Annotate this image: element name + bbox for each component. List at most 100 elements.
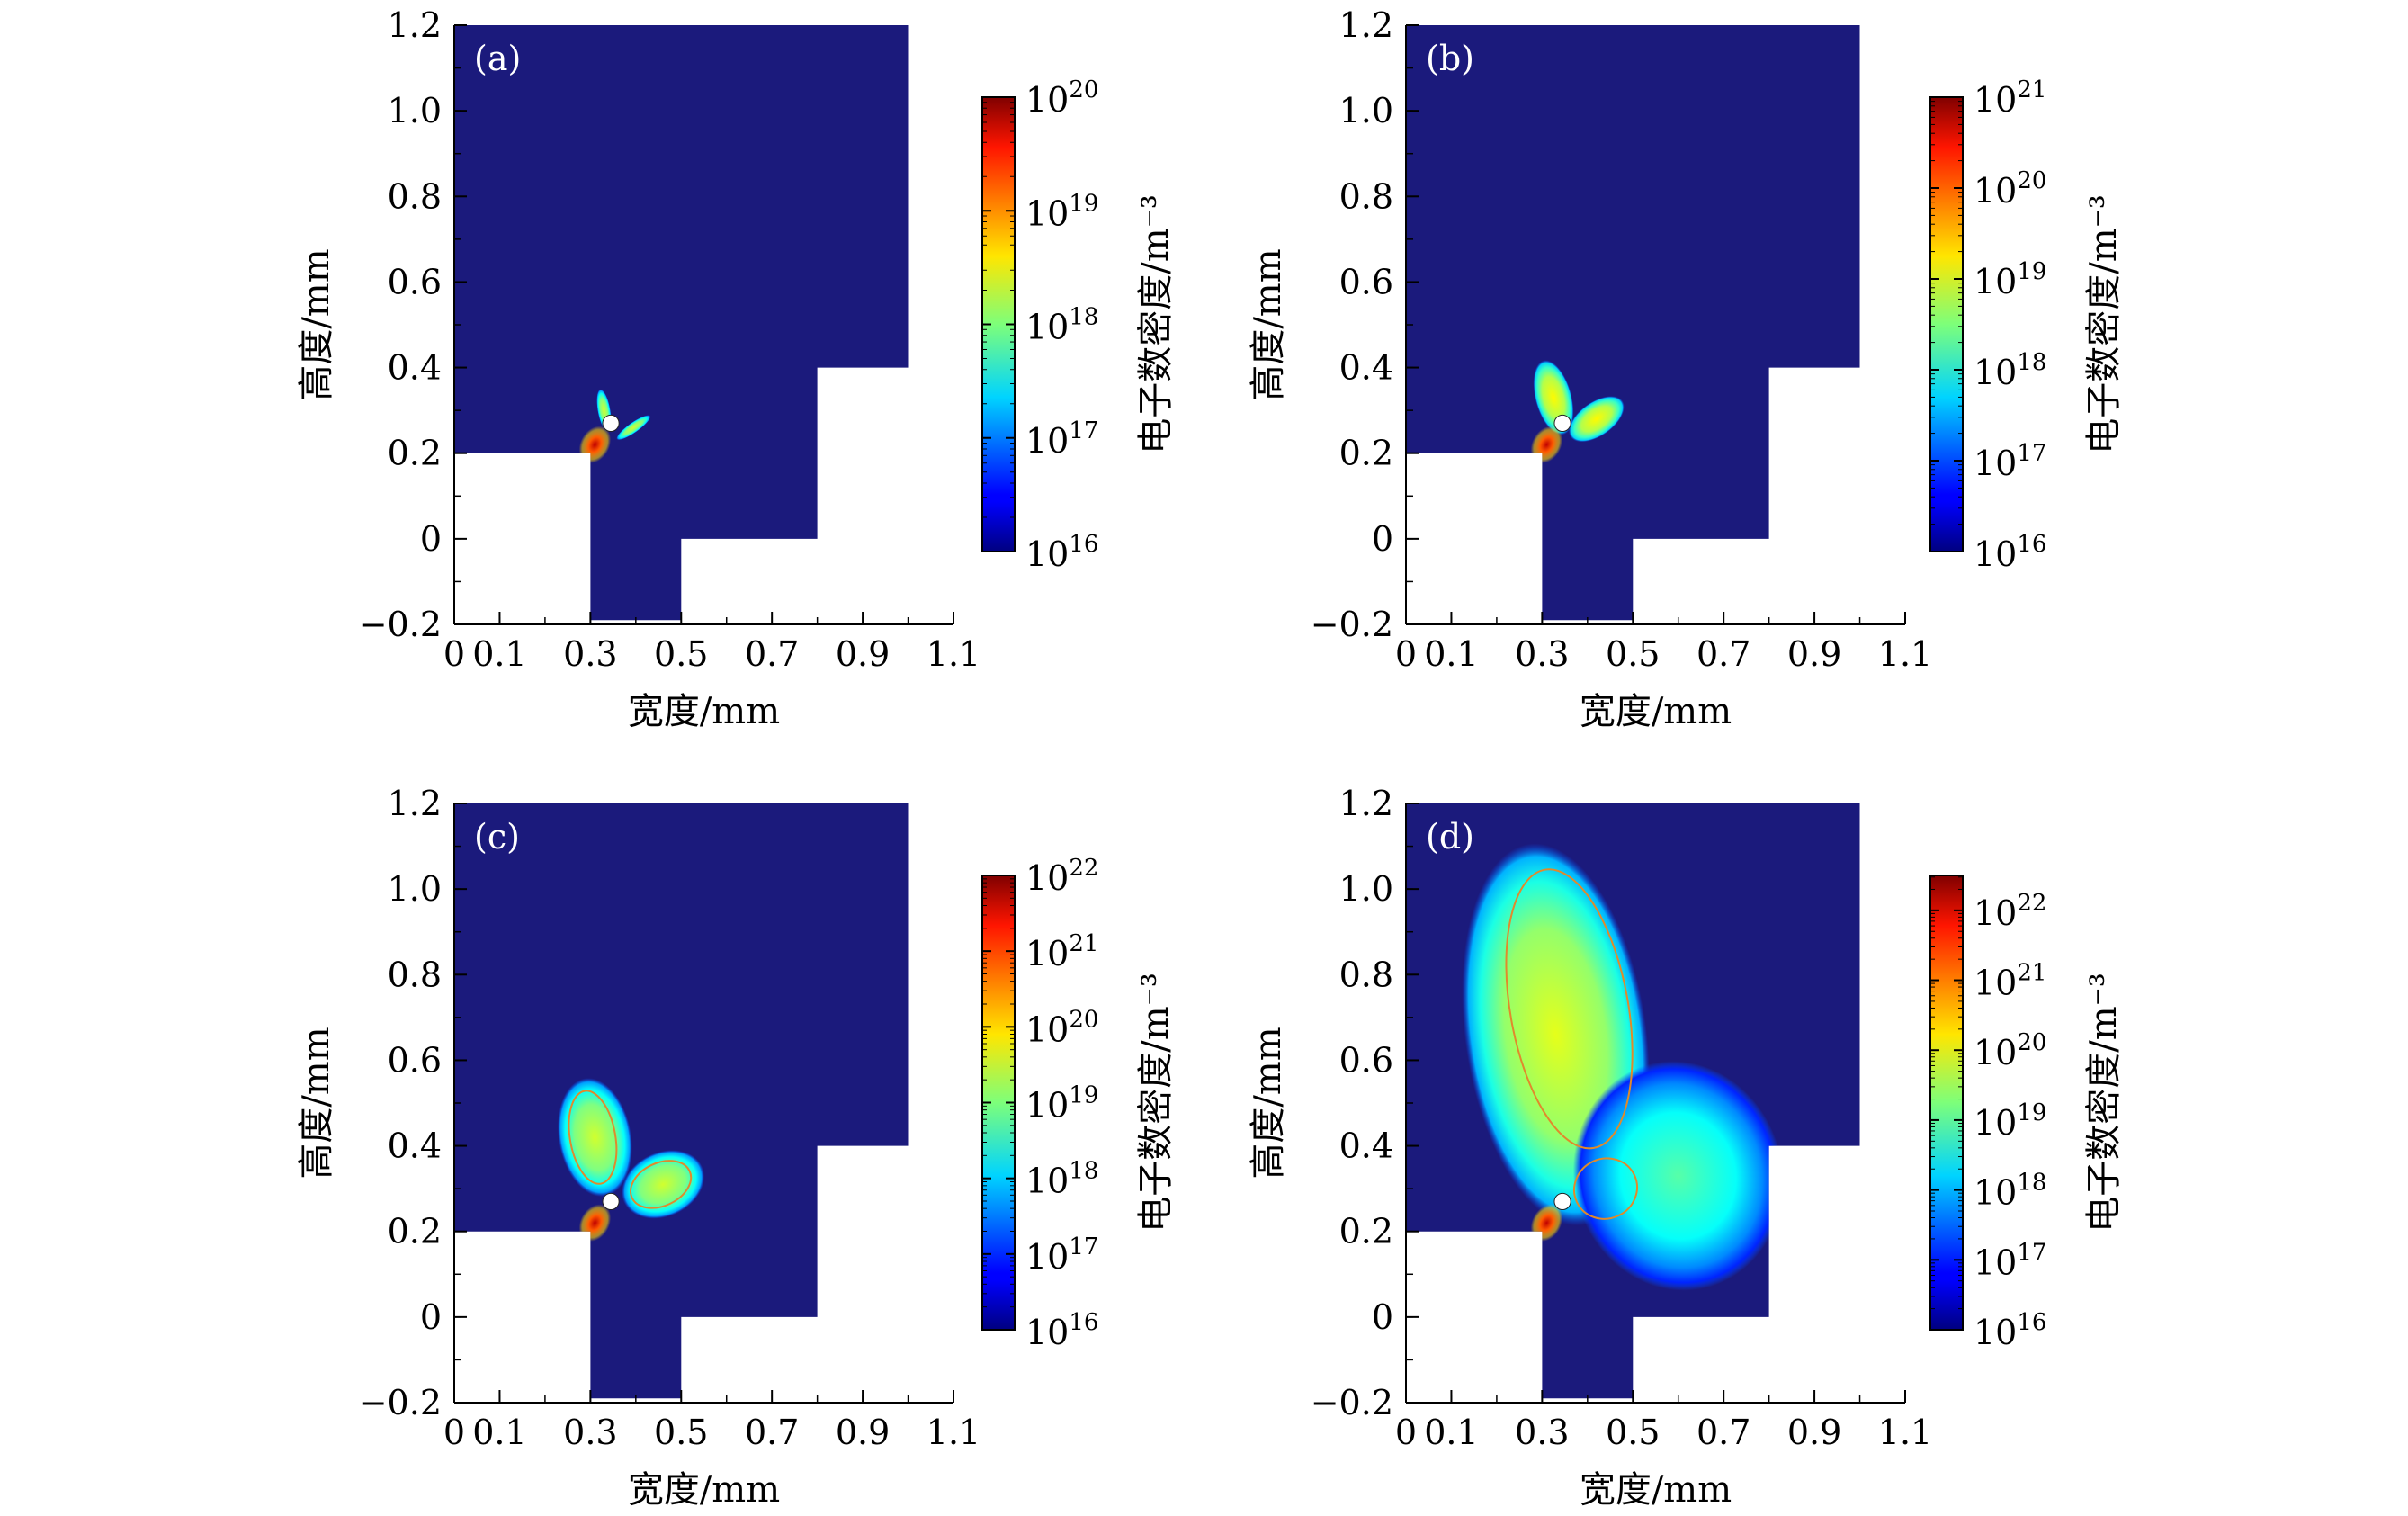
x-tick-label: 0.1 [472, 634, 526, 674]
y-tick-label: 0.6 [388, 1040, 442, 1080]
y-tick-label: 0.6 [1339, 1040, 1393, 1080]
panel-label: (c) [474, 817, 520, 857]
y-tick-label: 0.8 [388, 955, 442, 994]
colorbar-tick-label: 1021 [1974, 960, 2046, 1003]
axis-ticks: 0 0.1 0.3 0.5 0.7 0.9 1.1−0.200.20.40.60.81.01… [359, 5, 981, 674]
discharge-plume [616, 415, 651, 441]
axis-ticks: 0 0.1 0.3 0.5 0.7 0.9 1.1−0.200.20.40.60.81.01… [1311, 5, 1933, 674]
y-tick-label: 0 [420, 519, 442, 559]
y-tick-label: 0.4 [1339, 1126, 1393, 1166]
x-axis-label: 宽度/mm [1580, 1469, 1732, 1511]
y-tick-label: −0.2 [1311, 1383, 1393, 1422]
y-tick-label: −0.2 [1311, 605, 1393, 644]
x-tick-label: 0.3 [1515, 1413, 1569, 1452]
x-tick-label: 0 [443, 1413, 465, 1452]
density-contour [568, 1090, 618, 1185]
colorbar-tick-label: 1016 [1974, 1309, 2046, 1352]
simulation-domain [454, 803, 909, 1399]
panel-label: (a) [474, 39, 521, 78]
x-tick-label: 0.5 [1606, 634, 1660, 674]
y-tick-label: 0.2 [388, 1212, 442, 1251]
colorbar-tick-label: 1019 [1025, 190, 1098, 233]
x-tick-label: 0.5 [654, 1413, 708, 1452]
colorbar-tick-label: 1019 [1025, 1082, 1098, 1126]
x-tick-label: 0.3 [1515, 634, 1569, 674]
y-tick-label: −0.2 [359, 605, 442, 644]
y-axis-label: 高度/mm [296, 1027, 337, 1179]
y-tick-label: 0 [1372, 519, 1393, 559]
y-tick-label: 0.8 [388, 176, 442, 216]
x-tick-label: 0.1 [1424, 634, 1478, 674]
colorbar-tick-label: 1020 [1025, 76, 1098, 120]
y-tick-label: 0.4 [1339, 348, 1393, 388]
colorbar-gradient [1929, 875, 1964, 1331]
colorbar-gradient [1929, 96, 1964, 552]
colorbar-tick-label: 1018 [1974, 349, 2046, 392]
y-tick-label: 1.2 [388, 5, 442, 45]
density-contour [1505, 868, 1634, 1150]
panel-a: (a) 0 0.1 0.3 0.5 0.7 0.9 1.1−0.200.20.40.60.8… [296, 5, 1177, 732]
colorbar-tick-label: 1021 [1974, 76, 2046, 120]
x-tick-label: 0 [1395, 634, 1417, 674]
y-tick-label: 1.2 [388, 784, 442, 823]
y-tick-label: 0.8 [1339, 955, 1393, 994]
panel-label: (d) [1426, 817, 1474, 857]
y-tick-label: −0.2 [359, 1383, 442, 1422]
colorbar-tick-label: 1020 [1974, 1029, 2046, 1072]
x-tick-label: 0.1 [1424, 1413, 1478, 1452]
x-axis-label: 宽度/mm [1580, 691, 1732, 732]
x-tick-label: 0.9 [1787, 1413, 1841, 1452]
x-tick-label: 0.9 [1787, 634, 1841, 674]
x-tick-label: 0.9 [836, 1413, 890, 1452]
colorbar-tick-label: 1022 [1025, 855, 1098, 898]
y-tick-label: 0.2 [1339, 1212, 1393, 1251]
x-axis-label: 宽度/mm [628, 691, 780, 732]
y-tick-label: 0 [1372, 1297, 1393, 1337]
x-tick-label: 1.1 [1878, 1413, 1932, 1452]
colorbar-tick-label: 1018 [1974, 1170, 2046, 1213]
colorbar-tick-label: 1018 [1025, 1158, 1098, 1201]
colorbar-tick-label: 1019 [1974, 258, 2046, 301]
x-tick-label: 0 [443, 634, 465, 674]
colorbar-tick-label: 1017 [1974, 1239, 2046, 1282]
x-tick-label: 1.1 [926, 634, 980, 674]
colorbar-tick-label: 1017 [1025, 1233, 1098, 1277]
colorbar-tick-label: 1018 [1025, 304, 1098, 347]
y-tick-label: 1.0 [388, 91, 442, 130]
y-tick-label: 0.8 [1339, 176, 1393, 216]
simulation-domain [454, 25, 909, 621]
colorbar-tick-label: 1016 [1025, 531, 1098, 574]
y-tick-label: 0.6 [1339, 262, 1393, 301]
colorbar-label: 电子数密度/m⁻³ [1135, 973, 1177, 1233]
y-tick-label: 1.0 [388, 869, 442, 909]
x-tick-label: 0.7 [745, 1413, 799, 1452]
colorbar-tick-label: 1017 [1025, 417, 1098, 461]
electrode [1553, 1192, 1571, 1211]
x-tick-label: 0 [1395, 1413, 1417, 1452]
y-tick-label: 0.6 [388, 262, 442, 301]
panel-b: (b) 0 0.1 0.3 0.5 0.7 0.9 1.1−0.200.20.40.60.8… [1248, 5, 2125, 732]
discharge-plume [1572, 1061, 1784, 1291]
colorbar-tick-label: 1021 [1025, 930, 1098, 973]
electrode [1553, 414, 1571, 433]
colorbar-tick-label: 1019 [1974, 1099, 2046, 1143]
plot-area [1405, 803, 1905, 1404]
plot-area [453, 25, 953, 625]
panel-d: (d) 0 0.1 0.3 0.5 0.7 0.9 1.1−0.200.20.40.60.8… [1248, 784, 2125, 1511]
y-tick-label: 0.2 [388, 434, 442, 473]
x-tick-label: 0.7 [1696, 634, 1750, 674]
density-contour [1573, 1157, 1638, 1220]
colorbar-label: 电子数密度/m⁻³ [1135, 194, 1177, 454]
colorbar: 1016 1017 1018 1019 1020 1021 1022 [1929, 875, 2046, 1352]
y-tick-label: 0 [420, 1297, 442, 1337]
x-tick-label: 1.1 [1878, 634, 1932, 674]
discharge-region [1462, 843, 1784, 1291]
x-tick-label: 0.7 [1696, 1413, 1750, 1452]
y-tick-label: 1.2 [1339, 5, 1393, 45]
colorbar: 1016 1017 1018 1019 1020 [981, 76, 1098, 574]
simulation-domain [1406, 25, 1860, 621]
colorbar-label: 电子数密度/m⁻³ [2083, 973, 2125, 1233]
y-axis-label: 高度/mm [1248, 1027, 1289, 1179]
y-axis-label: 高度/mm [296, 248, 337, 400]
